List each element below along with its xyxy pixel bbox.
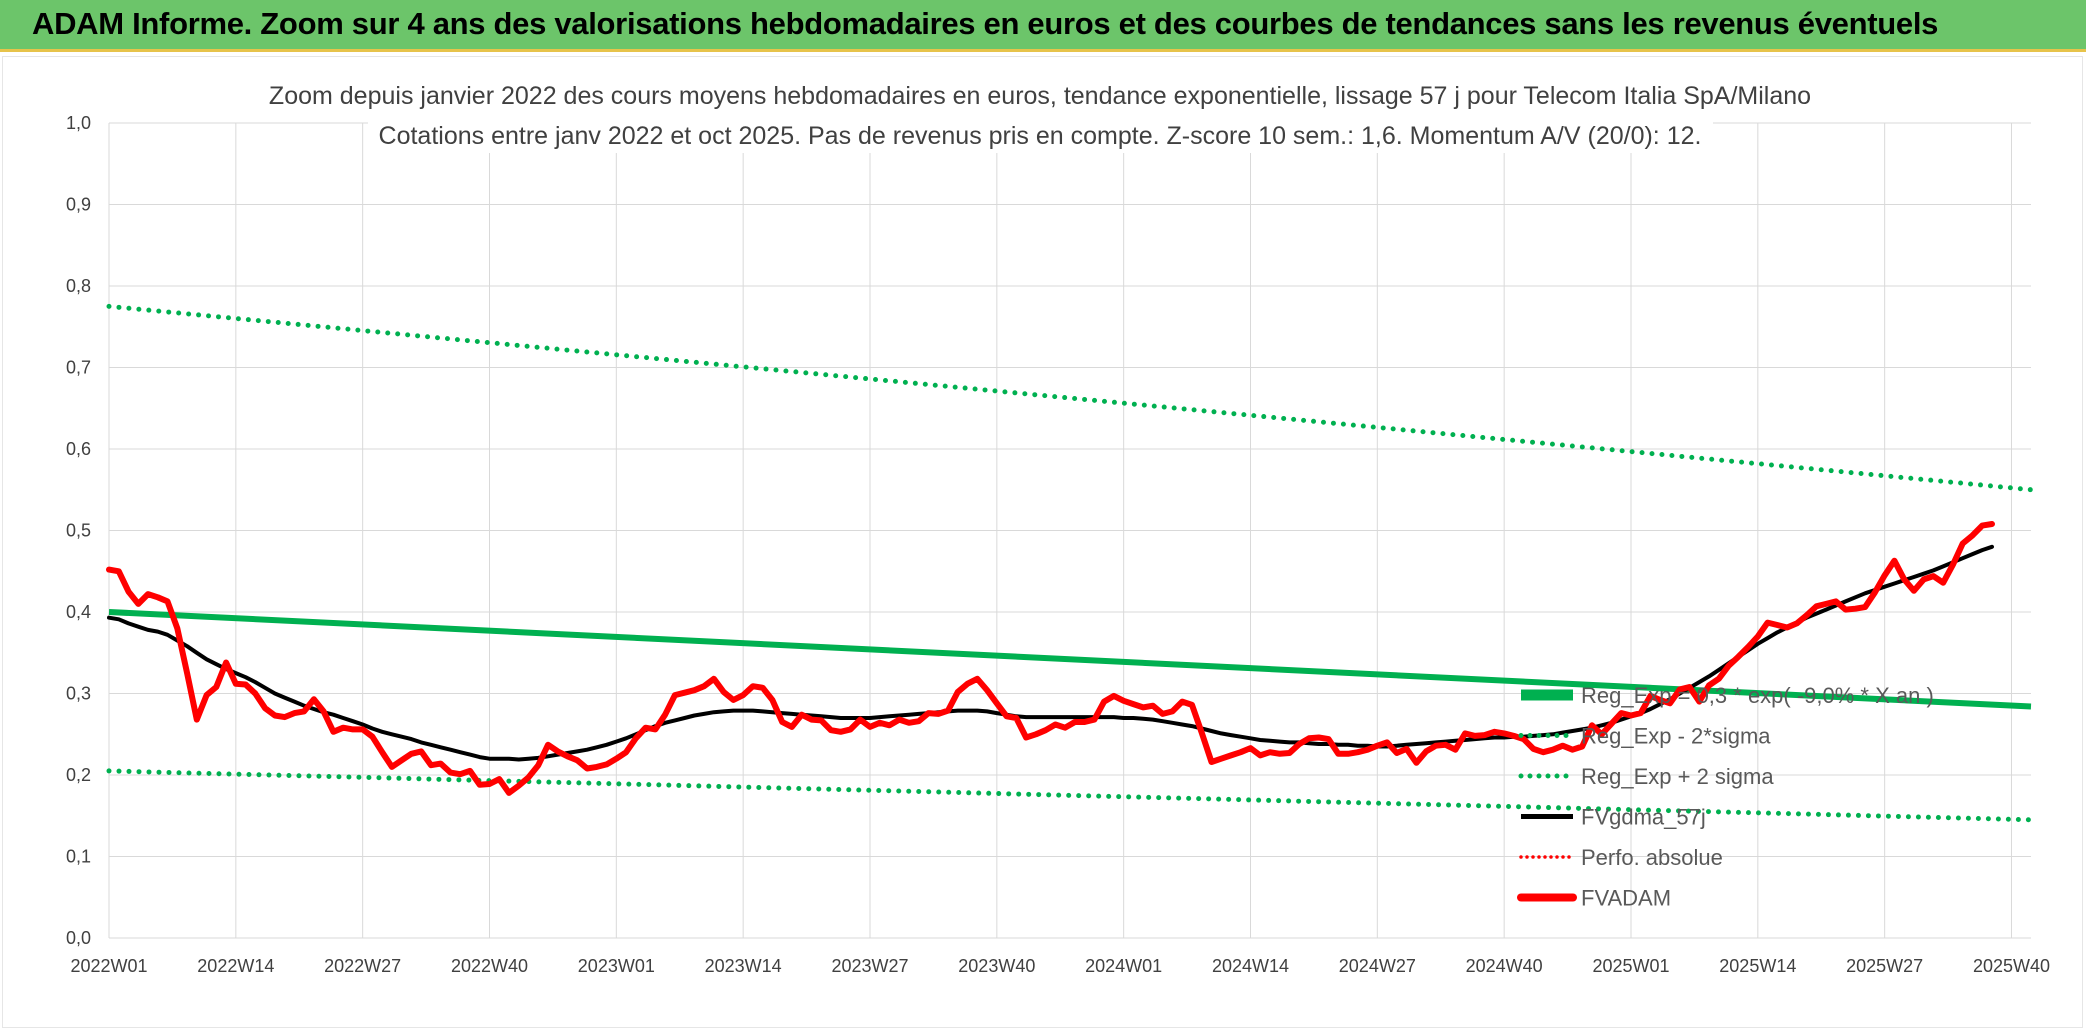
line-chart: 0,0 0,1 0,2 0,3 0,4 0,5 0,6 0,7 0,8 0,9 1,0 2022W01… — [66, 77, 2050, 976]
fvadam-line — [106, 521, 1995, 796]
axes: 0,0 0,1 0,2 0,3 0,4 0,5 0,6 0,7 0,8 0,9 1,0 2022W01… — [66, 113, 2050, 976]
x-tick-label: 2024W40 — [1466, 956, 1543, 976]
x-tick-label: 2024W14 — [1212, 956, 1289, 976]
y-tick-label: 0,1 — [66, 847, 91, 867]
y-tick-label: 0,6 — [66, 439, 91, 459]
page-title: ADAM Informe. Zoom sur 4 ans des valoris… — [32, 6, 1939, 41]
y-tick-label: 0,0 — [66, 928, 91, 948]
y-tick-label: 0,2 — [66, 765, 91, 785]
x-tick-label: 2022W01 — [70, 956, 147, 976]
y-tick-label: 0,3 — [66, 684, 91, 704]
y-tick-label: 0,4 — [66, 602, 91, 622]
x-tick-label: 2025W27 — [1846, 956, 1923, 976]
chart-title-line1: Zoom depuis janvier 2022 des cours moyen… — [269, 82, 1811, 110]
chart-frame: 0,0 0,1 0,2 0,3 0,4 0,5 0,6 0,7 0,8 0,9 1,0 2022W01… — [2, 56, 2083, 1028]
grid — [108, 122, 2031, 939]
legend-label: Reg_Exp - 2*sigma — [1581, 724, 1771, 749]
regression-line — [108, 609, 2032, 710]
upper-band-line — [106, 303, 2034, 493]
x-tick-label: 2023W14 — [705, 956, 782, 976]
title-line2-bg — [368, 117, 1713, 153]
lower-band-line — [106, 768, 2034, 823]
x-tick-label: 2022W27 — [324, 956, 401, 976]
x-tick-label: 2023W01 — [578, 956, 655, 976]
y-tick-label: 1,0 — [66, 113, 91, 133]
x-tick-label: 2022W40 — [451, 956, 528, 976]
legend-label: FVgdma_57j — [1581, 805, 1706, 830]
x-tick-label: 2025W01 — [1592, 956, 1669, 976]
legend-label: Reg_Exp + 2 sigma — [1581, 764, 1774, 789]
chart-title-line2: Cotations entre janv 2022 et oct 2025. P… — [379, 122, 1702, 150]
legend-label: Reg_Exp = 0,3 * exp( -9,0% * X an ) — [1581, 683, 1934, 708]
x-tick-label: 2024W27 — [1339, 956, 1416, 976]
y-tick-label: 0,9 — [66, 195, 91, 215]
chart-title: Zoom depuis janvier 2022 des cours moyen… — [258, 77, 1818, 153]
x-tick-label: 2024W01 — [1085, 956, 1162, 976]
y-tick-label: 0,5 — [66, 521, 91, 541]
x-tick-label: 2025W14 — [1719, 956, 1796, 976]
y-tick-label: 0,8 — [66, 276, 91, 296]
legend: Reg_Exp = 0,3 * exp( -9,0% * X an ) Reg_E… — [1517, 683, 1934, 911]
x-tick-label: 2022W14 — [197, 956, 274, 976]
series — [106, 303, 2034, 823]
header-banner: ADAM Informe. Zoom sur 4 ans des valoris… — [0, 0, 2086, 52]
x-tick-label: 2025W40 — [1973, 956, 2050, 976]
x-tick-label: 2023W27 — [831, 956, 908, 976]
legend-label: FVADAM — [1581, 886, 1671, 911]
y-tick-label: 0,7 — [66, 358, 91, 378]
title-line1-bg — [258, 77, 1818, 113]
legend-label: Perfo. absolue — [1581, 845, 1723, 870]
x-tick-label: 2023W40 — [958, 956, 1035, 976]
